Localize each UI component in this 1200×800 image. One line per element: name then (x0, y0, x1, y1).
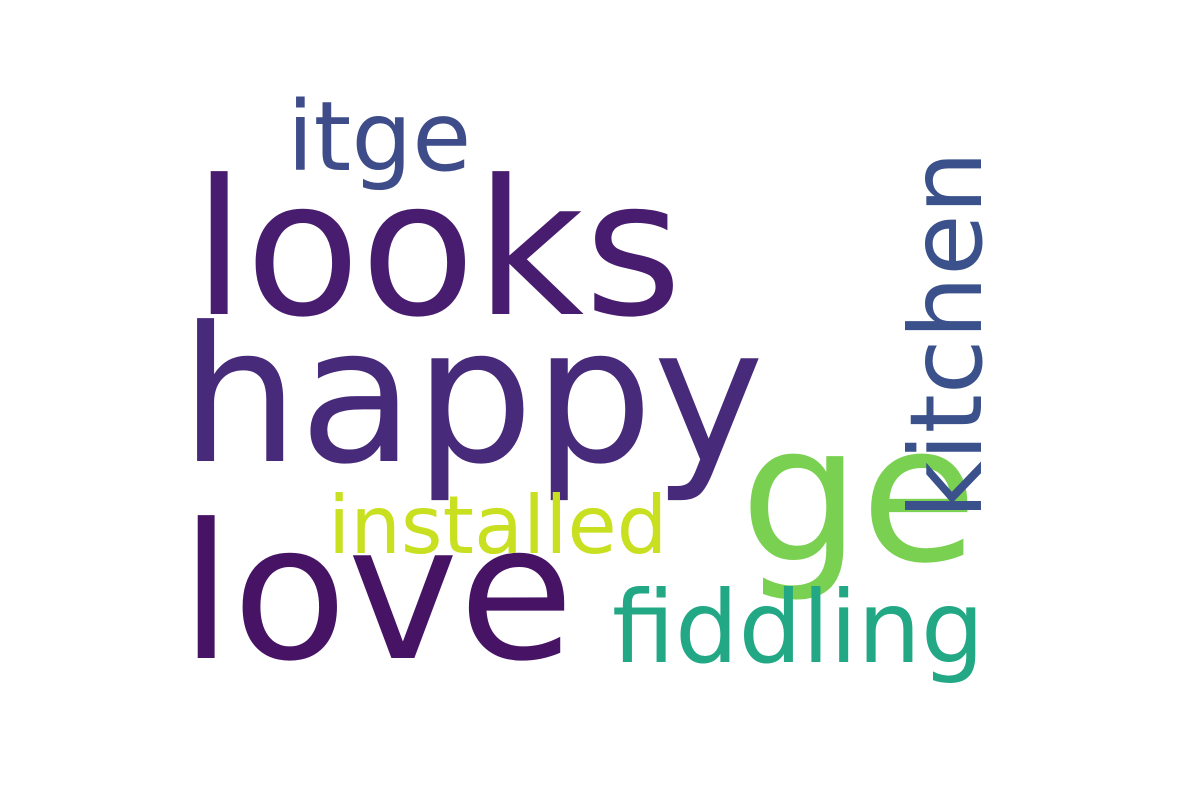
word-ge: ge (740, 384, 978, 605)
word-kitchen: kitchen (888, 150, 1005, 520)
word-looks: looks (193, 140, 683, 359)
word-love: love (180, 484, 575, 703)
word-installed: installed (328, 479, 668, 572)
word-happy: happy (180, 287, 765, 506)
word-itge: itge (287, 81, 472, 193)
word-fiddling: fiddling (612, 569, 985, 686)
